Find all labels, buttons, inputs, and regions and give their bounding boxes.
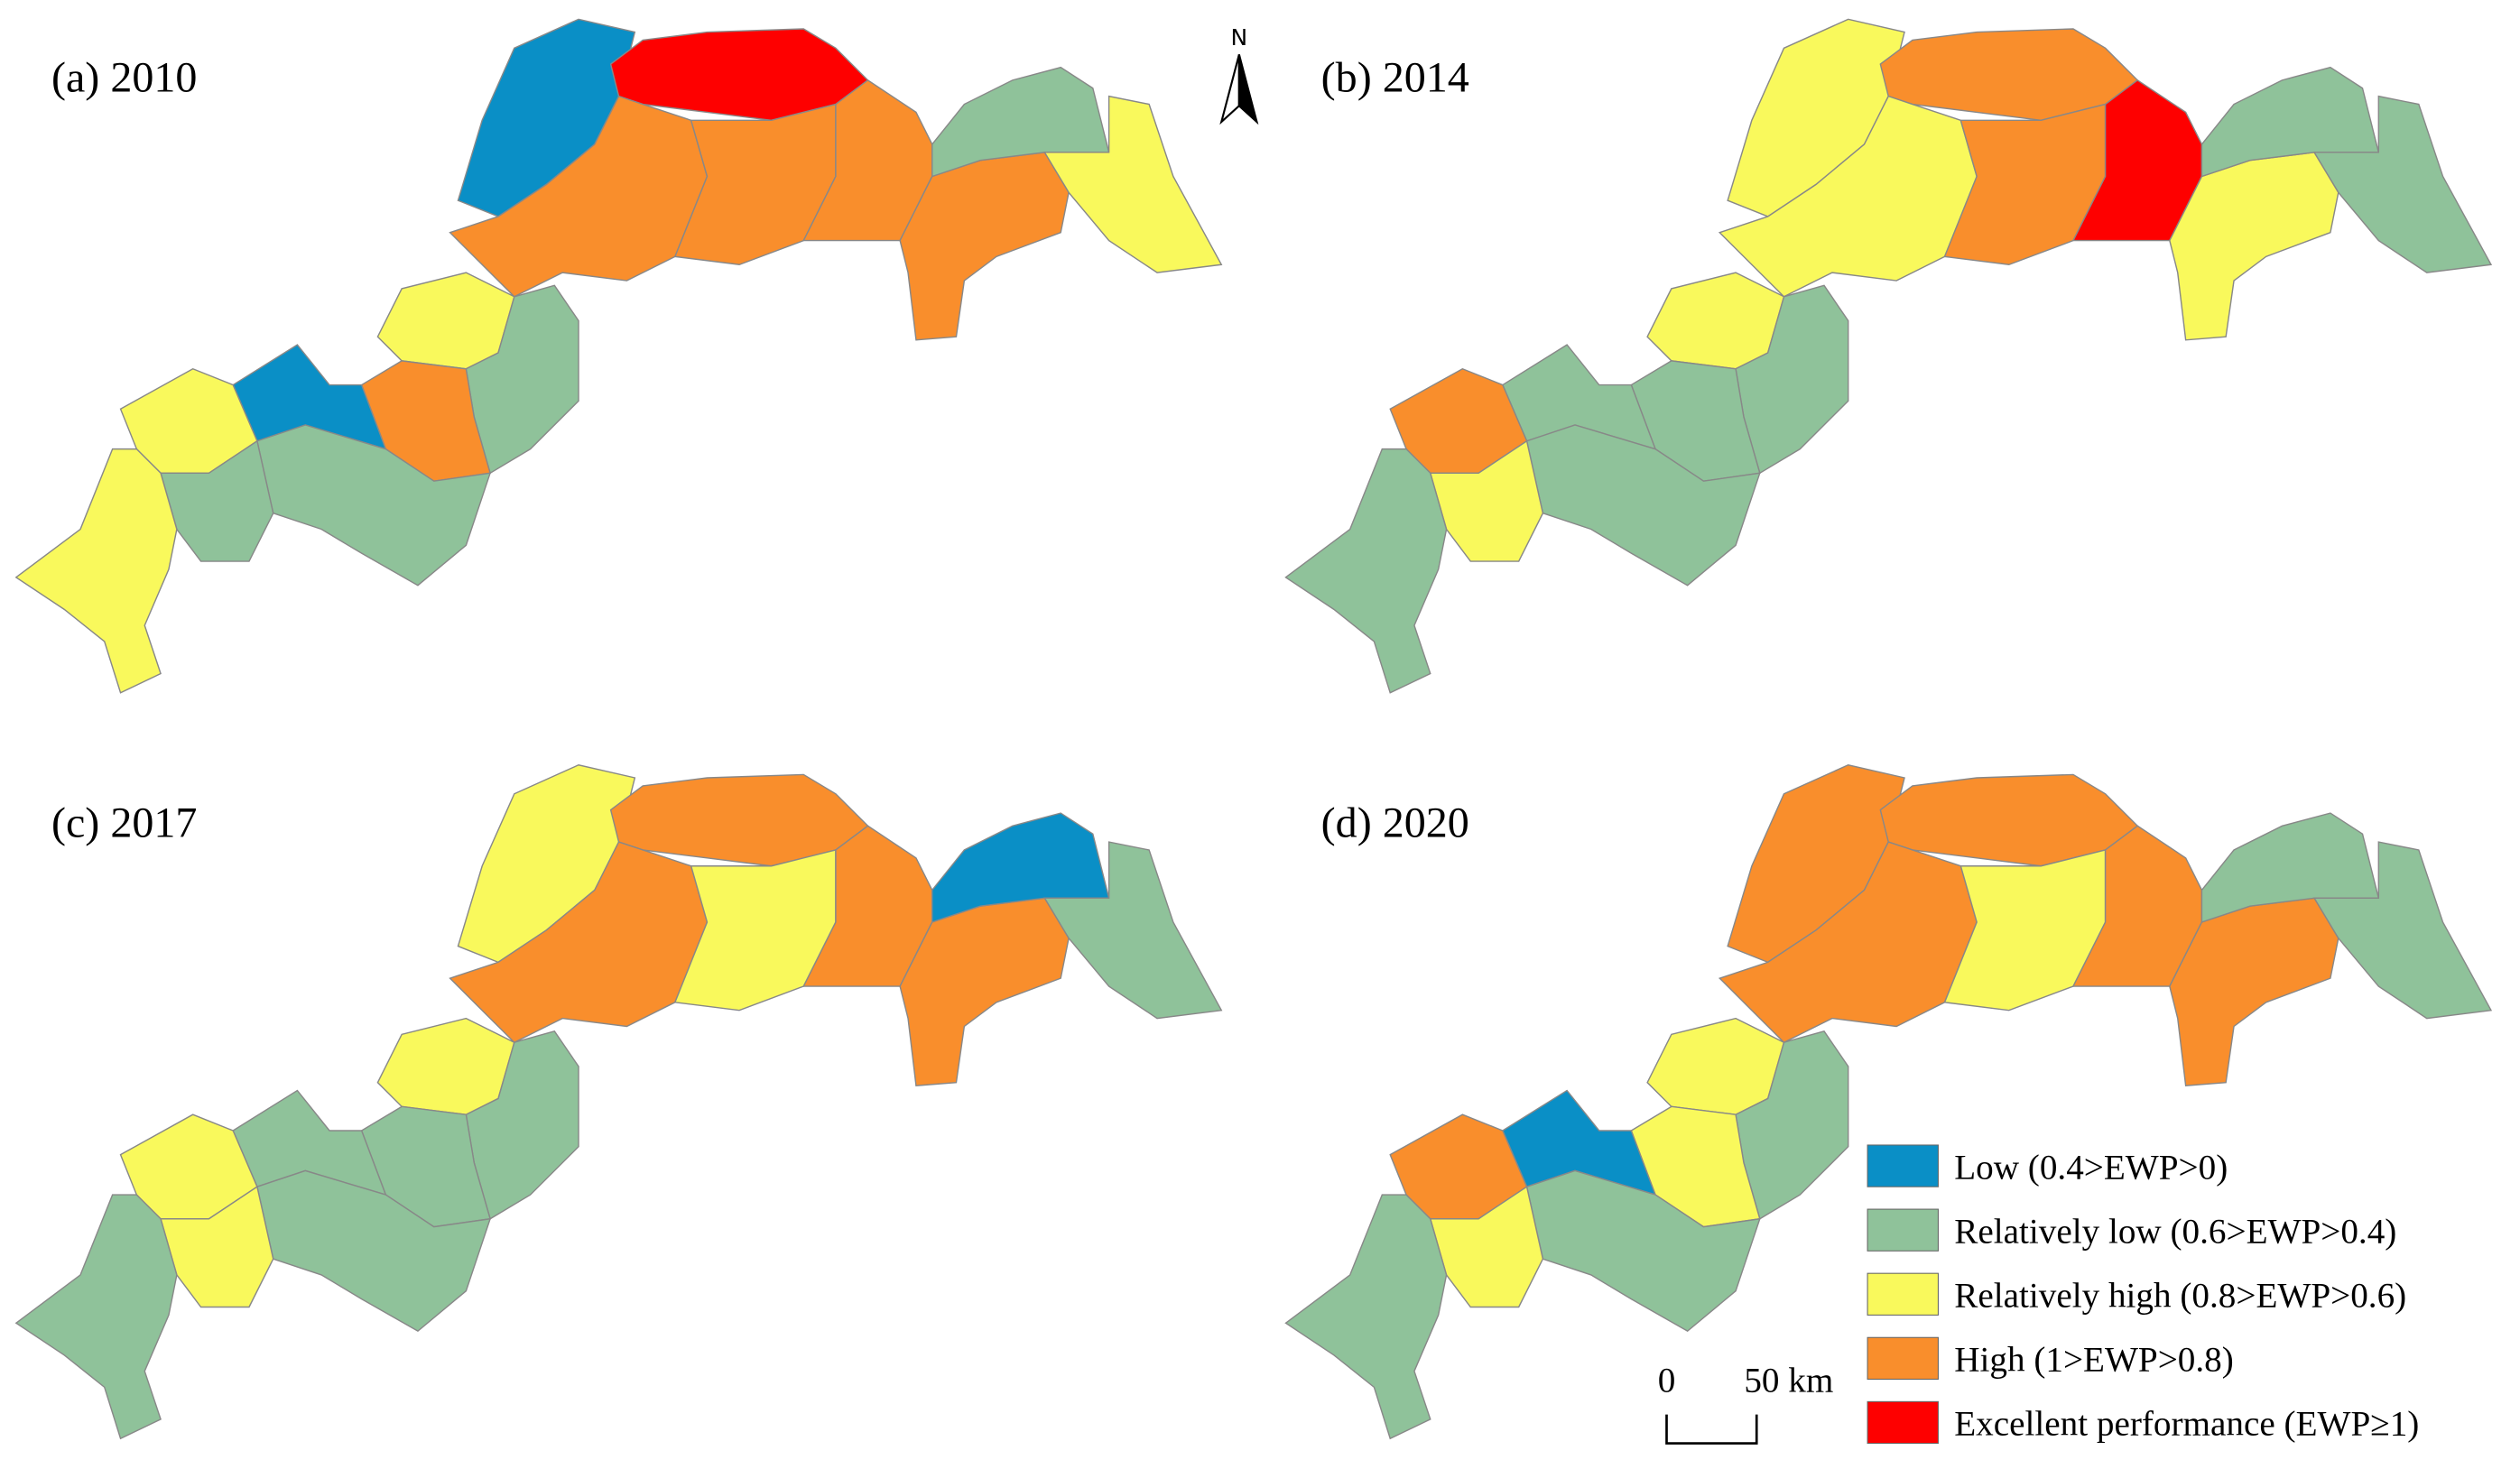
legend-swatch: [1867, 1208, 1939, 1252]
region: [14, 448, 178, 694]
region: [1043, 95, 1223, 273]
north-arrow-left: [1219, 54, 1240, 125]
region: [2312, 841, 2493, 1020]
legend-label: Excellent performance (EWP≥1): [1954, 1405, 2419, 1444]
scale-label: 0: [1658, 1362, 1676, 1400]
legend-label: Relatively low (0.6>EWP>0.4): [1954, 1212, 2396, 1251]
region: [256, 1169, 492, 1333]
region: [1429, 1186, 1544, 1308]
region: [14, 1194, 178, 1440]
map-panel: (a) 2010: [14, 18, 1223, 694]
region: [1284, 448, 1448, 694]
region: [256, 424, 492, 587]
region: [160, 1186, 274, 1308]
legend-label: Low (0.4>EWP>0): [1954, 1148, 2228, 1187]
panel-label: (a) 2010: [51, 53, 197, 101]
legend-swatch: [1867, 1272, 1939, 1316]
map-panel: (d) 2020: [1284, 764, 2493, 1440]
north-arrow: N: [1219, 24, 1259, 125]
panel-label: (b) 2014: [1321, 53, 1469, 101]
region: [2200, 66, 2380, 178]
region: [160, 439, 274, 562]
map-panel: (b) 2014: [1284, 18, 2493, 694]
region: [931, 812, 1110, 923]
panel-label: (c) 2017: [51, 799, 197, 847]
region: [1043, 841, 1223, 1020]
region: [1525, 424, 1761, 587]
region: [1284, 1194, 1448, 1440]
legend-swatch: [1867, 1400, 1939, 1445]
region: [2312, 95, 2493, 273]
scale-label: 50 km: [1744, 1362, 1833, 1400]
legend-swatch: [1867, 1144, 1939, 1187]
scale-bar: 0 50 km: [1658, 1362, 1833, 1445]
legend-swatch: [1867, 1336, 1939, 1381]
north-arrow-right: [1237, 54, 1259, 125]
north-label: N: [1231, 24, 1248, 51]
region: [2200, 812, 2380, 923]
region: [1429, 439, 1544, 562]
map-panel: (c) 2017: [14, 764, 1223, 1440]
panel-label: (d) 2020: [1321, 799, 1469, 847]
scale-line: [1665, 1414, 1758, 1445]
legend-label: Relatively high (0.8>EWP>0.6): [1954, 1277, 2406, 1316]
region: [931, 66, 1110, 178]
legend-label: High (1>EWP>0.8): [1954, 1341, 2234, 1380]
region: [1525, 1169, 1761, 1333]
